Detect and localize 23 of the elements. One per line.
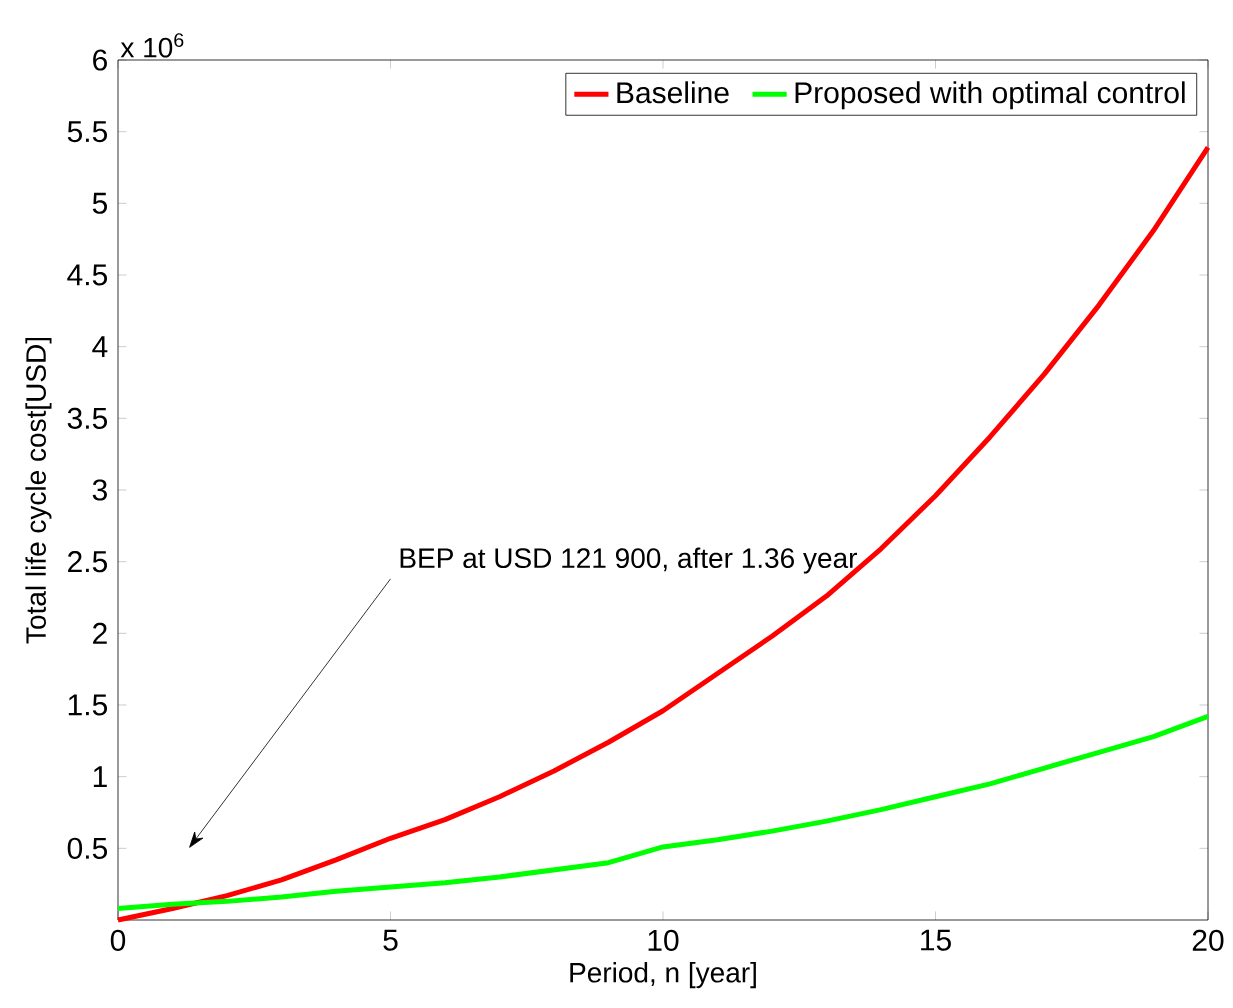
- y-tick-label: 2.5: [68, 551, 108, 573]
- legend-label: Proposed with optimal control: [795, 81, 1185, 110]
- y-tick-label: 4.5: [67, 264, 108, 286]
- text: x 10$^{6}$: [120, 33, 184, 58]
- annotation: BEP at USD 121 900, after 1.36 year: [400, 547, 857, 574]
- y-tick-label: 3: [92, 479, 107, 501]
- y-tick-label: 1: [93, 766, 107, 787]
- y-tick-label: 0.5: [67, 837, 108, 859]
- y-tick-label: 2: [93, 622, 107, 644]
- y-tick-label: 3.5: [67, 407, 108, 429]
- y-tick-label: 5: [92, 192, 108, 214]
- x-tick-label: 15: [921, 929, 951, 951]
- y-tick-label: 4: [92, 336, 108, 357]
- x-axis-title: Period, n [year]: [570, 962, 756, 989]
- x-tick-label: 0: [110, 929, 126, 951]
- y-axis-title: Total life cycle cost[USD]: [25, 338, 52, 644]
- x-tick-label: 20: [1192, 929, 1224, 951]
- y-tick-label: 5.5: [67, 121, 108, 143]
- x-tick-label: 5: [383, 929, 398, 951]
- y-tick-label: 1.5: [68, 694, 108, 716]
- legend-label: Baseline: [617, 81, 729, 104]
- x-tick-label: 10: [648, 929, 679, 951]
- y-tick-label: 6: [93, 49, 107, 71]
